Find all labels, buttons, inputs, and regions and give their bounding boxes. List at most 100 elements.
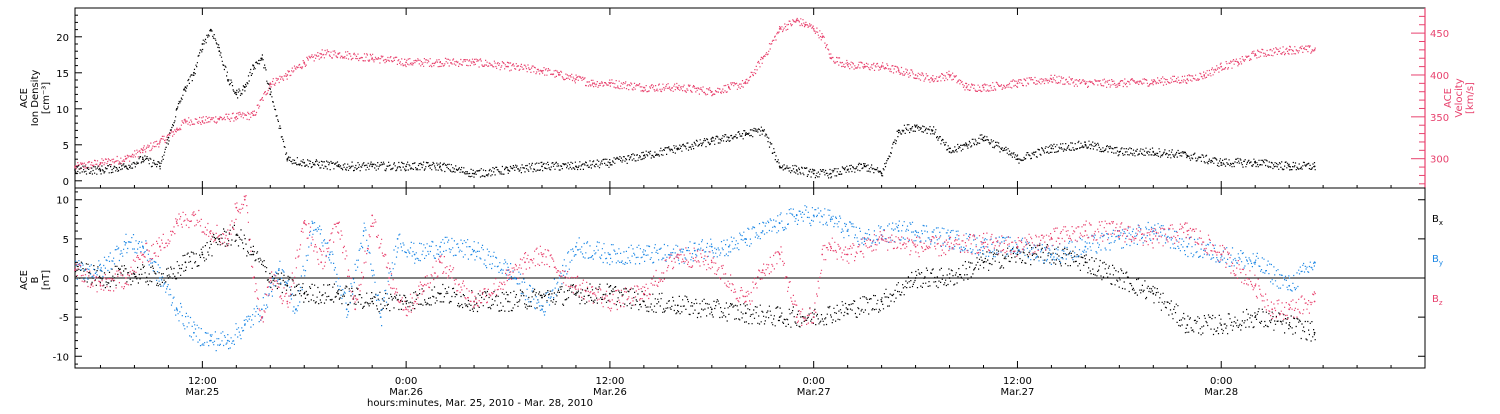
field-by-data-point xyxy=(609,253,611,256)
velocity-data-point xyxy=(710,90,713,93)
field-tick-label: 10 xyxy=(56,196,69,207)
x-tick-date: Mar.27 xyxy=(1001,387,1035,398)
density-data-point xyxy=(371,165,374,168)
density-data-point xyxy=(260,57,263,60)
field-bz-data-point xyxy=(354,308,357,311)
field-bz-data-point xyxy=(286,300,289,303)
velocity-data-point xyxy=(320,53,323,55)
velocity-data-point xyxy=(863,65,866,68)
field-bz-data-point xyxy=(914,245,917,248)
field-bx-data-point xyxy=(133,273,136,275)
legend-label: B xyxy=(1432,254,1439,265)
field-bz-data-point xyxy=(778,253,781,256)
density-data-point xyxy=(1254,161,1257,164)
field-bx-data-point xyxy=(710,308,713,311)
velocity-data-point xyxy=(541,69,543,72)
field-bz-data-point xyxy=(209,230,212,232)
field-bz-data-point xyxy=(439,261,441,264)
velocity-data-point xyxy=(99,162,102,164)
field-bz-data-point xyxy=(125,277,127,279)
density-tick-label: 10 xyxy=(56,105,69,116)
velocity-data-point xyxy=(1313,49,1316,51)
field-by-data-point xyxy=(226,339,229,342)
field-by-data-point xyxy=(541,308,543,311)
field-by-data-point xyxy=(125,241,127,244)
density-data-point xyxy=(1288,165,1291,168)
velocity-data-point xyxy=(575,78,577,81)
density-data-point xyxy=(880,172,883,175)
field-by-data-point xyxy=(897,230,900,232)
field-bz-data-point xyxy=(710,261,713,264)
field-bx-data-point xyxy=(1152,292,1155,295)
velocity-data-point xyxy=(1186,78,1189,81)
density-data-point xyxy=(965,143,968,146)
field-by-data-point xyxy=(914,230,917,232)
density-data-point xyxy=(1050,147,1053,150)
density-series xyxy=(74,28,1316,179)
density-data-point xyxy=(226,79,229,81)
velocity-data-point xyxy=(727,86,730,89)
velocity-data-point xyxy=(1050,78,1053,81)
density-data-point xyxy=(1016,158,1019,161)
field-bz-data-point xyxy=(303,222,306,225)
velocity-axis-label: ACEVelocity[km/s] xyxy=(1443,78,1476,117)
velocity-data-point xyxy=(1220,65,1223,68)
x-tick-date: Mar.25 xyxy=(185,387,219,398)
field-bz-data-point xyxy=(829,245,832,248)
field-by-data-point xyxy=(1254,261,1257,264)
legend-subscript: z xyxy=(1439,299,1443,307)
velocity-data-point xyxy=(829,57,832,60)
field-by-data-point xyxy=(396,238,399,240)
velocity-data-point xyxy=(473,61,475,64)
velocity-data-point xyxy=(1084,82,1087,85)
velocity-data-point xyxy=(965,86,968,89)
field-bz-data-point xyxy=(388,277,391,279)
field-axis-label-line: B xyxy=(30,276,41,283)
field-bz-data-point xyxy=(1016,245,1019,248)
field-by-data-point xyxy=(1288,284,1291,287)
field-bx-data-point xyxy=(575,292,577,295)
field-bx-data-point xyxy=(948,277,951,279)
field-by-data-point xyxy=(362,230,365,232)
velocity-tick-label: 350 xyxy=(1430,113,1449,124)
density-tick-label: 0 xyxy=(63,177,69,188)
field-axis-label-line: ACE xyxy=(19,270,30,290)
field-bz-data-point xyxy=(74,269,76,272)
field-bz-data-point xyxy=(142,253,144,256)
density-data-point xyxy=(1118,151,1121,153)
field-bz-points xyxy=(75,195,1316,326)
field-bx-data-point xyxy=(744,312,747,315)
field-by-data-point xyxy=(1050,253,1053,256)
field-bz-data-point xyxy=(1271,308,1274,311)
velocity-tick-label: 400 xyxy=(1430,71,1449,82)
density-data-point xyxy=(286,158,289,161)
velocity-series xyxy=(74,17,1316,170)
density-data-point xyxy=(541,165,543,168)
velocity-data-point xyxy=(439,61,441,64)
x-tick-date: Mar.27 xyxy=(797,387,831,398)
density-data-point xyxy=(473,172,475,175)
field-bz-data-point xyxy=(592,292,594,295)
field-tick-label: -10 xyxy=(53,352,69,363)
field-bx-data-point xyxy=(218,238,221,240)
density-data-point xyxy=(982,136,985,139)
field-bx-data-point xyxy=(1118,277,1121,279)
velocity-data-point xyxy=(1288,49,1291,51)
field-by-data-point xyxy=(142,245,144,248)
density-axis-label-line: [cm⁻³] xyxy=(41,82,52,114)
density-data-point xyxy=(99,169,102,171)
field-bz-data-point xyxy=(1084,230,1087,232)
field-axis-label-line: [nT] xyxy=(41,270,52,290)
density-data-point xyxy=(914,125,917,128)
field-by-data-point xyxy=(243,324,246,326)
density-data-point xyxy=(948,151,951,153)
density-data-point xyxy=(1084,143,1087,146)
density-data-point xyxy=(795,169,798,171)
field-bz-data-point xyxy=(795,316,798,318)
time-axis: 12:00Mar.250:00Mar.2612:00Mar.260:00Mar.… xyxy=(99,8,1392,398)
density-tick-label: 15 xyxy=(56,69,69,80)
field-bx-data-point xyxy=(405,300,407,303)
field-by-data-point xyxy=(1313,261,1316,264)
velocity-data-point xyxy=(269,82,272,85)
